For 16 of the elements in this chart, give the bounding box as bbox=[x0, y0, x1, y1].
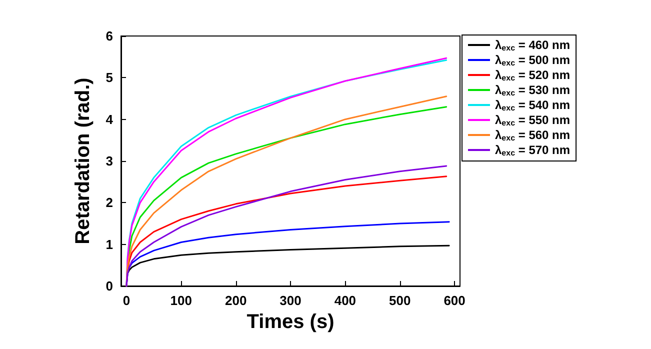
y-tick-label: 3 bbox=[106, 154, 113, 168]
x-tick-label: 0 bbox=[122, 293, 130, 308]
y-tick-label: 4 bbox=[106, 112, 114, 127]
x-tick-label: 400 bbox=[334, 293, 356, 308]
y-tick-label: 1 bbox=[106, 236, 113, 252]
x-tick-label: 500 bbox=[389, 293, 411, 308]
y-tick-label: 6 bbox=[106, 28, 113, 44]
x-tick-label: 200 bbox=[224, 293, 247, 308]
y-tick-label: 2 bbox=[106, 195, 113, 210]
y-tick-label: 0 bbox=[106, 278, 113, 294]
x-tick-label: 600 bbox=[444, 293, 466, 308]
x-tick-label: 100 bbox=[170, 293, 192, 308]
y-tick-label: 5 bbox=[106, 70, 113, 86]
x-axis-title: Times (s) bbox=[246, 310, 334, 333]
x-tick-label: 300 bbox=[280, 293, 302, 308]
y-axis-title: Retardation (rad.) bbox=[72, 78, 94, 244]
